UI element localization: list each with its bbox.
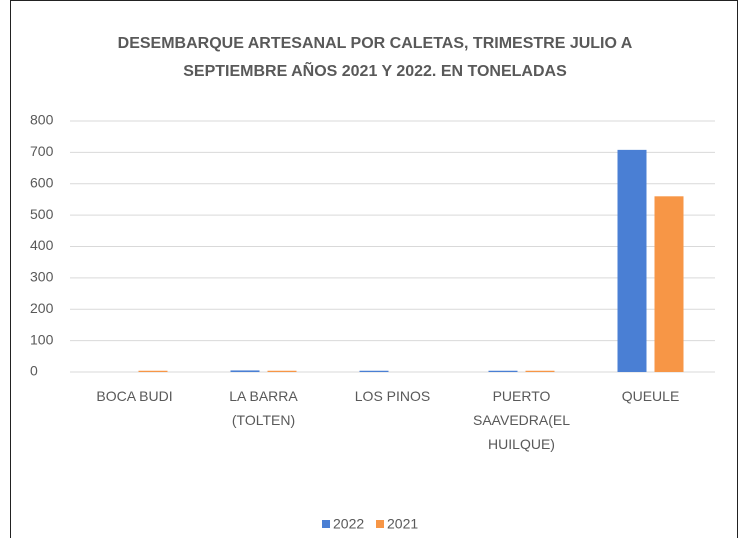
y-tick-label: 600 [30,174,54,190]
bar [359,370,389,372]
x-tick-label: LA BARRA (TOLTEN) [229,388,298,428]
bar [230,370,260,372]
y-tick-label: 200 [30,300,54,316]
y-tick-label: 800 [30,112,54,128]
x-tick-label: BOCA BUDI [96,388,173,404]
y-tick-label: 300 [30,269,54,285]
x-tick-label: QUEULE [621,388,680,404]
legend-label: 2021 [387,516,418,532]
y-tick-label: 0 [30,363,38,379]
chart-frame [10,0,738,538]
legend-swatch [376,520,384,528]
y-tick-label: 500 [30,206,54,222]
bar [525,370,555,372]
x-tick-label: PUERTO SAAVEDRA(EL HUILQUE) [473,388,570,452]
y-tick-label: 700 [30,143,54,159]
bar [488,370,518,372]
y-tick-label: 400 [30,237,54,253]
bar [138,370,168,372]
y-tick-label: 100 [30,331,54,347]
bar [617,149,647,372]
x-tick-label: LOS PINOS [354,388,431,404]
chart-title: DESEMBARQUE ARTESANAL POR CALETAS, TRIME… [117,35,633,80]
legend-label: 2022 [333,516,364,532]
bar [654,196,684,372]
legend-swatch [322,520,330,528]
bar [267,370,297,372]
